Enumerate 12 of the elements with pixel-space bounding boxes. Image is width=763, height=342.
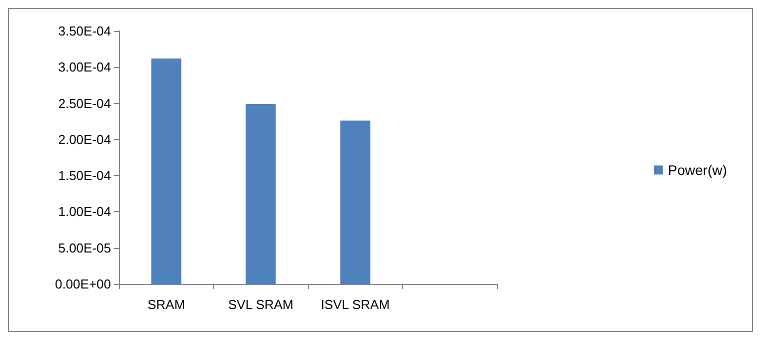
x-tick-label: ISVL SRAM	[320, 297, 390, 312]
x-tick-label: SRAM	[147, 297, 186, 312]
y-tick-label: 1.50E-04	[58, 168, 111, 184]
legend-label: Power(w)	[668, 162, 728, 178]
y-tick-label: 5.00E-05	[58, 240, 111, 256]
y-tick-label: 0.00E+00	[54, 276, 111, 292]
y-tick-label: 1.00E-04	[58, 204, 111, 220]
x-tick-label: SVL SRAM	[228, 297, 294, 312]
y-tick-label: 2.50E-04	[58, 96, 111, 111]
y-tick-label: 3.50E-04	[58, 24, 111, 38]
y-tick-label: 2.00E-04	[58, 132, 111, 147]
y-tick-label: 3.00E-04	[58, 60, 111, 75]
